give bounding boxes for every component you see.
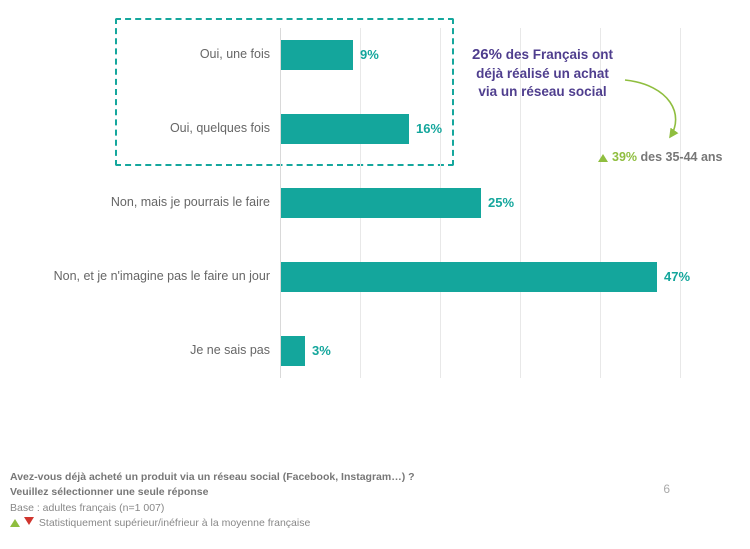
callout-line3: via un réseau social	[478, 84, 606, 99]
page-number: 6	[663, 482, 670, 496]
bar-value: 3%	[312, 343, 331, 358]
bar-label: Je ne sais pas	[190, 343, 270, 357]
footer-question: Avez-vous déjà acheté un produit via un …	[10, 471, 415, 483]
subgroup-note: 39% des 35-44 ans	[598, 150, 723, 164]
bar-value: 47%	[664, 269, 690, 284]
footer-base: Base : adultes français (n=1 007)	[10, 502, 164, 514]
callout-line2: déjà réalisé un achat	[476, 66, 609, 81]
bar	[281, 114, 409, 144]
bar	[281, 40, 353, 70]
bar	[281, 262, 657, 292]
bar-value: 16%	[416, 121, 442, 136]
bar-label: Oui, quelques fois	[170, 121, 270, 135]
callout-summary: 26% des Français ont déjà réalisé un ach…	[450, 45, 635, 102]
footer-legend-text: Statistiquement supérieur/inéfrieur à la…	[36, 517, 310, 529]
bar-value: 25%	[488, 195, 514, 210]
triangle-up-icon	[598, 154, 608, 162]
callout-pct: 26%	[472, 46, 502, 63]
footer-instruction: Veuillez sélectionner une seule réponse	[10, 486, 208, 498]
bar-value: 9%	[360, 47, 379, 62]
legend-triangle-down-icon	[24, 517, 34, 525]
bar	[281, 336, 305, 366]
bar	[281, 188, 481, 218]
callout-arrow	[615, 75, 735, 155]
bar-label: Non, mais je pourrais le faire	[111, 195, 270, 209]
subgroup-rest: des 35-44 ans	[637, 150, 722, 164]
callout-line1: des Français ont	[502, 47, 613, 62]
bar-label: Oui, une fois	[200, 47, 270, 61]
subgroup-pct: 39%	[612, 150, 637, 164]
footer: Avez-vous déjà acheté un produit via un …	[10, 470, 415, 531]
bar-label: Non, et je n'imagine pas le faire un jou…	[54, 269, 270, 283]
legend-triangle-up-icon	[10, 519, 20, 527]
